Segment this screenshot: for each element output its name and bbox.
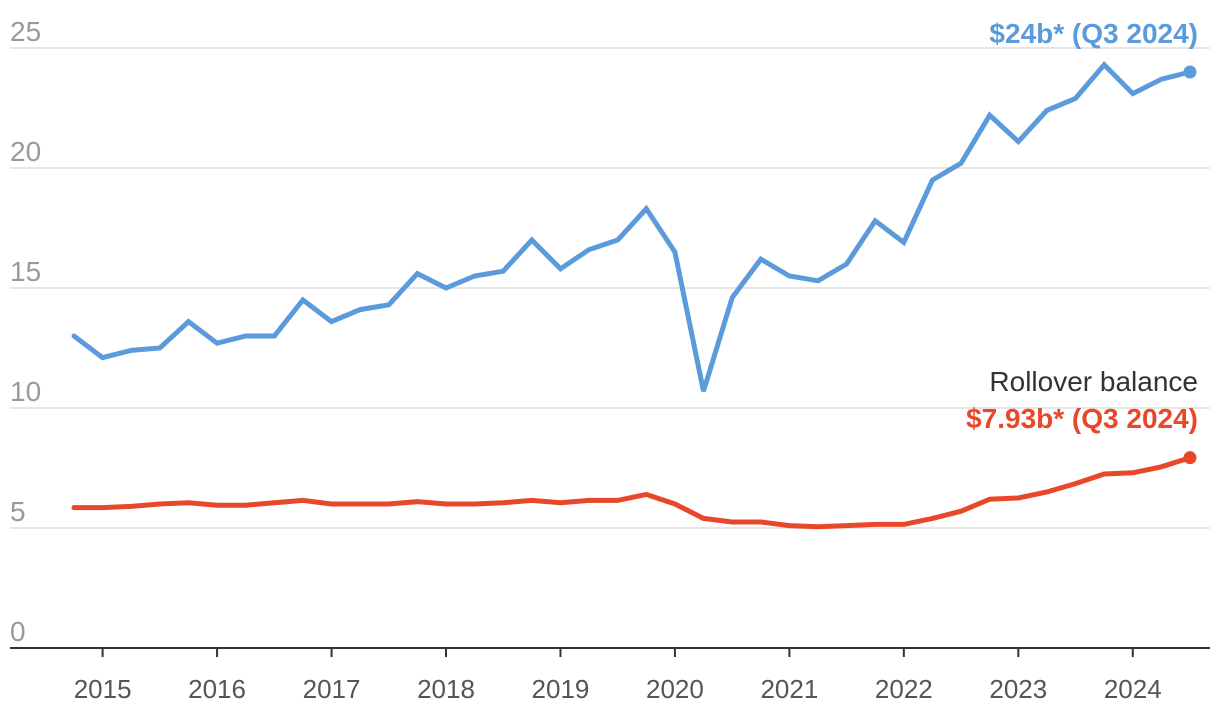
x-tick-label: 2018 xyxy=(417,674,475,704)
y-tick-label: 10 xyxy=(10,376,41,407)
y-tick-label: 20 xyxy=(10,136,41,167)
x-tick-label: 2021 xyxy=(760,674,818,704)
series-endpoint-0 xyxy=(1183,65,1197,79)
x-tick-label: 2022 xyxy=(875,674,933,704)
series-line-1 xyxy=(71,455,1193,530)
y-tick-label: 0 xyxy=(10,616,26,647)
annotation-red-label: Rollover balance xyxy=(989,366,1198,397)
x-tick-label: 2015 xyxy=(74,674,132,704)
series-endpoint-1 xyxy=(1183,451,1197,465)
x-tick-label: 2019 xyxy=(532,674,590,704)
y-tick-label: 25 xyxy=(10,16,41,47)
annotation-blue-value: $24b* (Q3 2024) xyxy=(989,18,1198,49)
annotation-red-value: $7.93b* (Q3 2024) xyxy=(966,403,1198,434)
x-tick-label: 2020 xyxy=(646,674,704,704)
x-axis-ticks: 2015 2016 2017 2018 2019 2020 2021 2022 2023 2024 xyxy=(74,648,1162,704)
x-tick-label: 2024 xyxy=(1104,674,1162,704)
x-tick-label: 2023 xyxy=(989,674,1047,704)
x-tick-label: 2017 xyxy=(303,674,361,704)
y-axis-ticks: 0 5 10 15 20 25 xyxy=(10,16,41,647)
y-tick-label: 15 xyxy=(10,256,41,287)
series-line-0 xyxy=(71,61,1193,392)
series-lines xyxy=(71,61,1197,530)
x-tick-label: 2016 xyxy=(188,674,246,704)
series-annotations: $24b* (Q3 2024) Rollover balance $7.93b*… xyxy=(966,18,1198,434)
y-tick-label: 5 xyxy=(10,496,26,527)
gridlines xyxy=(10,47,1210,529)
